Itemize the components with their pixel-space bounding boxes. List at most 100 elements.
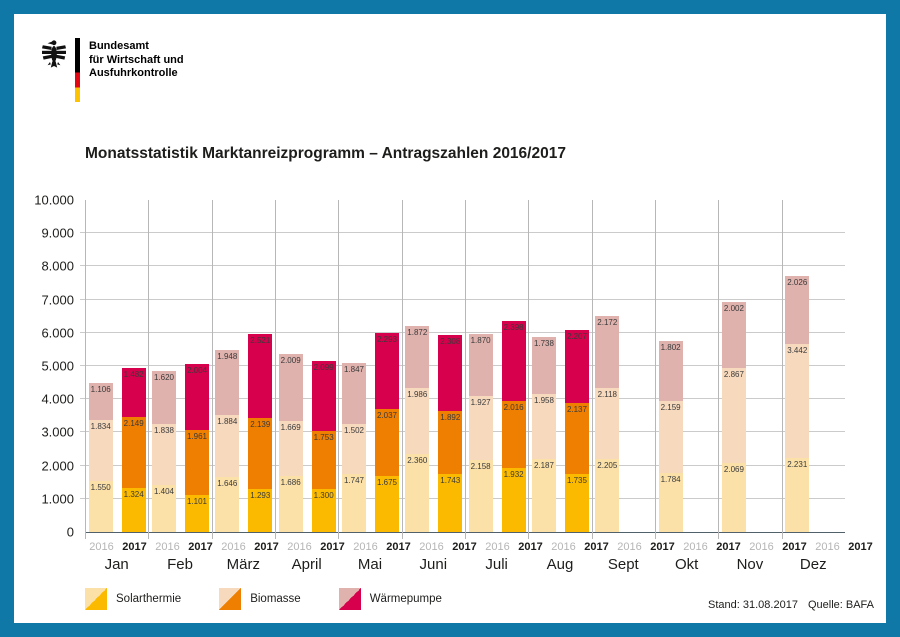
gridline <box>80 232 845 234</box>
segment-wärmepumpe-2017: 2.004 <box>184 363 209 431</box>
month-label-mai: Mai <box>357 556 383 573</box>
segment-solarthermie-2016: 2.205 <box>595 458 620 532</box>
segment-wärmepumpe-2017: 2.293 <box>374 332 399 409</box>
year-label-2016-juli: 2016 <box>485 541 510 553</box>
bar-2016-nov: 2.069 2.867 2.002 <box>721 200 746 532</box>
month-group-nov: 2.069 2.867 2.002 <box>718 200 781 539</box>
year-label-2016-aug: 2016 <box>551 541 576 553</box>
gridline <box>80 398 845 400</box>
segment-wärmepumpe-2016: 1.106 <box>88 382 113 420</box>
month-group-april: 1.686 1.669 2.009 1.300 1.753 2.099 <box>274 200 338 539</box>
segment-value-label: 2.069 <box>723 465 744 475</box>
segment-solarthermie-2016: 2.158 <box>468 460 493 532</box>
segment-value-label: 2.004 <box>186 365 207 375</box>
segment-value-label: 2.308 <box>440 336 461 346</box>
segment-value-label: 1.948 <box>217 352 238 362</box>
segment-value-label: 2.137 <box>566 405 587 415</box>
segment-value-label: 1.293 <box>250 491 271 501</box>
legend-label: Biomasse <box>250 593 301 605</box>
segment-value-label: 2.158 <box>470 462 491 472</box>
segment-biomasse-2017: 2.037 <box>374 408 399 477</box>
segment-biomasse-2016: 1.834 <box>88 419 113 481</box>
segment-value-label: 2.002 <box>723 303 744 313</box>
bar-2017-sept <box>628 200 652 532</box>
legend-item-waermepumpe: Wärmepumpe <box>338 588 442 610</box>
y-tick-label: 3.000 <box>41 424 74 440</box>
segment-wärmepumpe-2017: 2.521 <box>248 334 273 419</box>
year-label-2016-juni: 2016 <box>419 541 444 553</box>
segment-biomasse-2017: 1.961 <box>184 430 209 496</box>
year-label-2017-jan: 2017 <box>122 541 147 553</box>
bar-2016-juli: 2.158 1.927 1.870 <box>468 200 493 532</box>
segment-value-label: 1.753 <box>313 432 334 442</box>
segment-solarthermie-2017: 1.293 <box>248 489 273 532</box>
year-label-2017-okt: 2017 <box>716 541 741 553</box>
chart-title: Monatsstatistik Marktanreizprogramm – An… <box>85 145 566 162</box>
month-group-juni: 2.360 1.986 1.872 1.743 1.892 2.308 <box>401 200 465 539</box>
y-tick-label: 1.000 <box>41 491 74 507</box>
gridline <box>80 365 845 366</box>
segment-value-label: 1.300 <box>313 490 334 500</box>
segment-wärmepumpe-2017: 2.308 <box>438 334 463 412</box>
segment-solarthermie-2016: 2.187 <box>531 459 556 532</box>
solarthermie-swatch-icon <box>85 588 107 610</box>
segment-wärmepumpe-2017: 2.398 <box>501 321 526 401</box>
month-label-okt: Okt <box>674 556 699 573</box>
segment-solarthermie-2016: 1.646 <box>215 477 240 532</box>
segment-biomasse-2016: 1.669 <box>278 420 303 477</box>
bar-2016-sept: 2.205 2.118 2.172 <box>595 200 620 532</box>
segment-value-label: 2.026 <box>787 278 808 288</box>
segment-value-label: 1.872 <box>407 327 428 337</box>
month-label-sept: Sept <box>607 556 639 573</box>
segment-value-label: 1.106 <box>90 384 111 394</box>
legend-item-solarthermie: Solarthermie <box>85 588 181 610</box>
bar-2017-märz: 1.293 2.139 2.521 <box>248 200 273 532</box>
agency-name-line3: Ausfuhrkontrolle <box>89 67 178 79</box>
segment-value-label: 3.442 <box>787 345 808 355</box>
segment-wärmepumpe-2016: 1.870 <box>468 334 493 397</box>
segment-wärmepumpe-2016: 1.802 <box>658 341 683 402</box>
segment-value-label: 1.870 <box>470 336 491 346</box>
segment-value-label: 1.669 <box>280 422 301 432</box>
segment-wärmepumpe-2016: 2.172 <box>595 316 620 389</box>
segment-solarthermie-2017: 1.324 <box>121 488 146 532</box>
flag-stripe <box>75 38 80 102</box>
month-group-mai: 1.747 1.502 1.847 1.675 2.037 2.293 <box>338 200 401 539</box>
segment-wärmepumpe-2016: 1.948 <box>215 350 240 415</box>
month-group-aug: 2.187 1.958 1.738 1.735 2.137 2.207 <box>528 200 591 539</box>
year-cell-jan: 2016 2017 <box>85 541 151 553</box>
month-label-april: April <box>291 556 322 573</box>
legend-label: Solarthermie <box>116 593 182 605</box>
year-label-2017-dez: 2017 <box>848 541 873 553</box>
month-axis: Jan Feb März April Mai Juni Juli Aug Sept Okt Nov D… <box>85 556 845 573</box>
gridline <box>80 298 845 300</box>
month-label-juli: Juli <box>485 556 508 573</box>
year-label-2016-feb: 2016 <box>155 541 180 553</box>
bar-2016-jan: 1.550 1.834 1.106 <box>88 200 113 532</box>
month-group-feb: 1.404 1.838 1.620 1.101 1.961 2.004 <box>148 200 211 539</box>
y-tick-label: 10.000 <box>34 192 74 208</box>
segment-value-label: 2.159 <box>660 403 681 413</box>
segment-value-label: 2.118 <box>597 390 617 400</box>
segment-solarthermie-2016: 1.784 <box>658 472 683 532</box>
year-cell-sept: 2016 2017 <box>613 541 679 553</box>
legend: Solarthermie Biomasse Wärmepumpe <box>85 588 442 610</box>
month-label-nov: Nov <box>736 556 764 573</box>
bar-2016-dez: 2.231 3.442 2.026 <box>785 200 810 532</box>
segment-wärmepumpe-2017: 2.099 <box>311 360 336 431</box>
legend-label: Wärmepumpe <box>369 593 442 605</box>
stand-label: Stand: 31.08.2017 <box>708 599 798 611</box>
bar-2016-juni: 2.360 1.986 1.872 <box>405 200 430 532</box>
bar-2016-okt: 1.784 2.159 1.802 <box>658 200 683 532</box>
year-label-2017-april: 2017 <box>320 541 345 553</box>
y-tick-label: 2.000 <box>41 458 74 474</box>
bar-2017-mai: 1.675 2.037 2.293 <box>374 200 399 532</box>
year-cell-nov: 2016 2017 <box>745 541 811 553</box>
year-axis: 2016 2017 2016 2017 2016 2017 2016 2017 2016 2017… <box>85 541 872 553</box>
waermepumpe-swatch-icon <box>338 588 361 610</box>
y-tick-label: 5.000 <box>41 358 74 374</box>
gridline <box>80 497 845 499</box>
year-cell-okt: 2016 2017 <box>679 541 745 553</box>
segment-value-label: 1.784 <box>660 474 681 484</box>
